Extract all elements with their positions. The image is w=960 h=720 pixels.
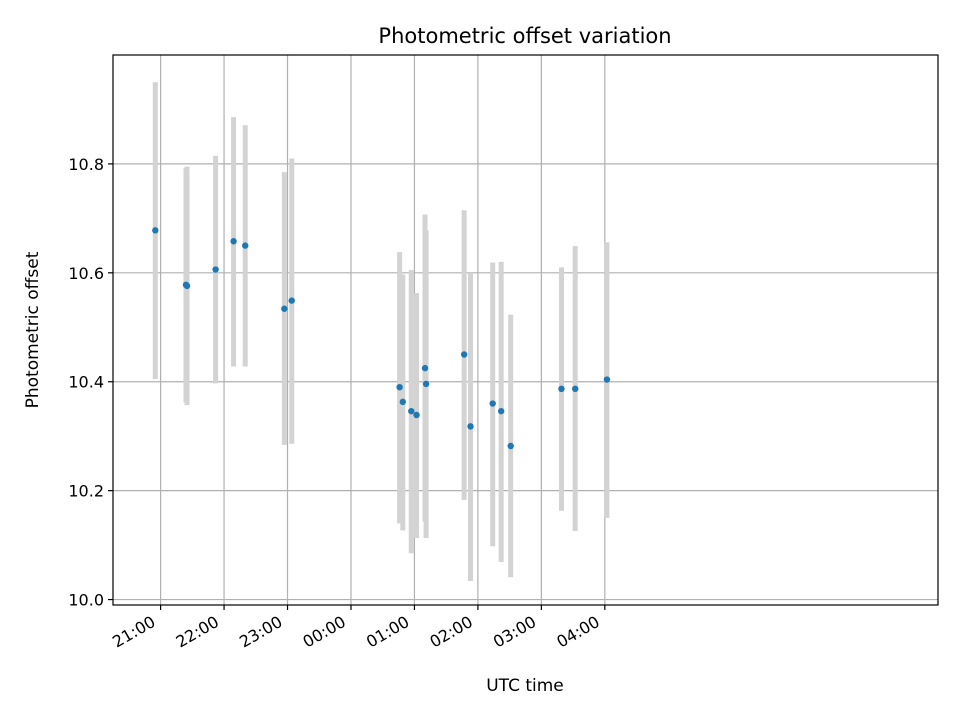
- data-point: [422, 380, 430, 388]
- data-point: [603, 376, 611, 383]
- y-tick-label: 10.6: [68, 264, 104, 283]
- data-point: [242, 242, 249, 249]
- y-tick-label: 10.0: [68, 591, 104, 610]
- data-points: [152, 227, 611, 450]
- data-point: [396, 383, 403, 391]
- data-point: [460, 351, 468, 358]
- data-point: [558, 385, 565, 393]
- y-axis-label: Photometric offset: [23, 251, 43, 408]
- data-point: [230, 238, 237, 245]
- data-point: [288, 297, 295, 304]
- data-point: [489, 400, 496, 407]
- data-point: [399, 398, 407, 406]
- data-point: [497, 407, 505, 415]
- data-point: [152, 227, 159, 234]
- data-point: [408, 407, 415, 415]
- y-tick-label: 10.2: [68, 482, 104, 501]
- data-point: [183, 282, 191, 290]
- data-point: [421, 364, 429, 372]
- y-tick-label: 10.8: [68, 155, 104, 174]
- data-point: [572, 385, 579, 393]
- data-point: [212, 266, 219, 273]
- data-point: [507, 442, 514, 450]
- plot-frame: [112, 54, 939, 606]
- x-axis-label: UTC time: [486, 676, 564, 696]
- data-point: [281, 305, 288, 312]
- chart-title: Photometric offset variation: [378, 24, 671, 48]
- data-point: [413, 411, 420, 419]
- data-point: [467, 423, 474, 430]
- y-tick-label: 10.4: [68, 373, 104, 392]
